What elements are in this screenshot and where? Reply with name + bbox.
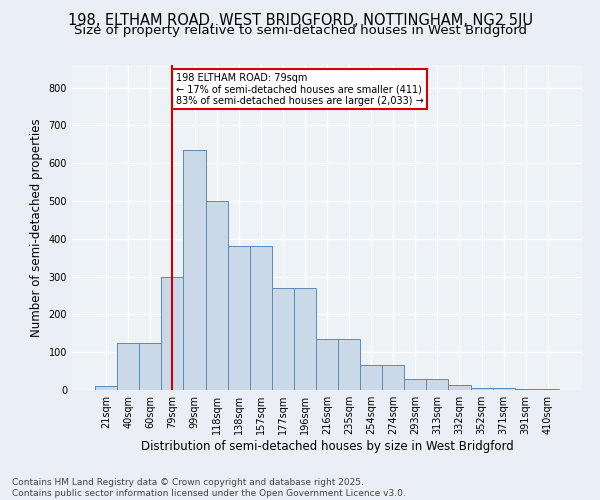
Bar <box>272 288 294 390</box>
X-axis label: Distribution of semi-detached houses by size in West Bridgford: Distribution of semi-detached houses by … <box>140 440 514 453</box>
Bar <box>427 380 448 390</box>
Bar <box>206 201 227 390</box>
Text: 198, ELTHAM ROAD, WEST BRIDGFORD, NOTTINGHAM, NG2 5JU: 198, ELTHAM ROAD, WEST BRIDGFORD, NOTTIN… <box>67 12 533 28</box>
Bar <box>382 366 404 390</box>
Bar <box>404 380 427 390</box>
Bar <box>250 246 272 390</box>
Bar <box>227 246 250 390</box>
Bar <box>117 343 139 390</box>
Text: 198 ELTHAM ROAD: 79sqm
← 17% of semi-detached houses are smaller (411)
83% of se: 198 ELTHAM ROAD: 79sqm ← 17% of semi-det… <box>176 72 424 106</box>
Bar <box>316 339 338 390</box>
Bar <box>139 343 161 390</box>
Bar <box>95 386 117 390</box>
Bar <box>294 288 316 390</box>
Bar <box>338 339 360 390</box>
Bar <box>470 388 493 390</box>
Y-axis label: Number of semi-detached properties: Number of semi-detached properties <box>30 118 43 337</box>
Text: Size of property relative to semi-detached houses in West Bridgford: Size of property relative to semi-detach… <box>74 24 527 37</box>
Bar <box>537 389 559 390</box>
Text: Contains HM Land Registry data © Crown copyright and database right 2025.
Contai: Contains HM Land Registry data © Crown c… <box>12 478 406 498</box>
Bar <box>515 389 537 390</box>
Bar <box>448 386 470 390</box>
Bar <box>184 150 206 390</box>
Bar <box>161 276 184 390</box>
Bar <box>360 366 382 390</box>
Bar <box>493 388 515 390</box>
